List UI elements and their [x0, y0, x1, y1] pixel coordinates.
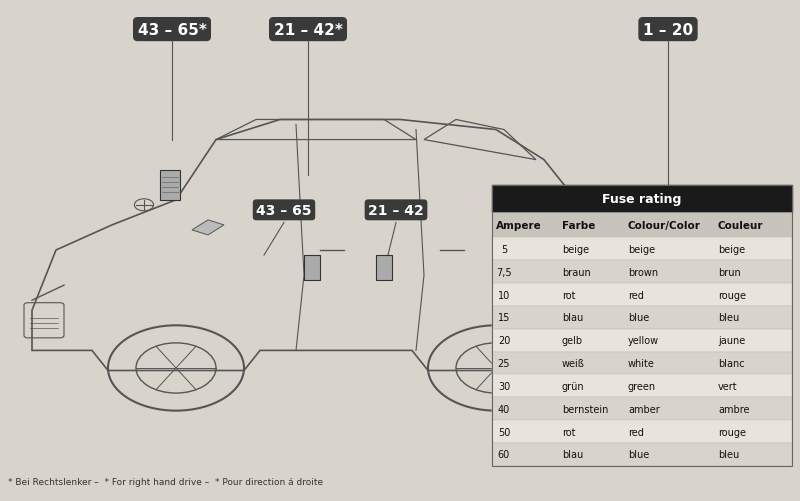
FancyBboxPatch shape [492, 398, 792, 420]
FancyBboxPatch shape [492, 238, 792, 261]
Text: blau: blau [562, 449, 583, 459]
Text: 10: 10 [498, 290, 510, 300]
Text: red: red [628, 290, 644, 300]
FancyBboxPatch shape [492, 329, 792, 352]
Text: rouge: rouge [718, 427, 746, 437]
Text: 1 – 20: 1 – 20 [643, 23, 693, 38]
Text: vert: vert [718, 381, 738, 391]
FancyBboxPatch shape [492, 306, 792, 329]
Text: red: red [628, 427, 644, 437]
Text: weiß: weiß [562, 358, 585, 368]
Text: * Bei Rechtslenker –  * For right hand drive –  * Pour direction á droite: * Bei Rechtslenker – * For right hand dr… [8, 477, 323, 486]
Text: blue: blue [628, 313, 650, 323]
Text: gelb: gelb [562, 336, 583, 346]
Text: beige: beige [718, 244, 745, 255]
FancyBboxPatch shape [492, 185, 792, 213]
FancyBboxPatch shape [492, 443, 792, 466]
Text: amber: amber [628, 404, 660, 414]
FancyBboxPatch shape [492, 375, 792, 398]
Text: 21 – 42*: 21 – 42* [274, 23, 342, 38]
Text: ambre: ambre [718, 404, 750, 414]
Text: brown: brown [628, 267, 658, 277]
Text: 30: 30 [498, 381, 510, 391]
Text: white: white [628, 358, 655, 368]
FancyBboxPatch shape [304, 256, 320, 281]
Text: Ampere: Ampere [496, 220, 542, 230]
Text: green: green [628, 381, 656, 391]
FancyBboxPatch shape [376, 256, 392, 281]
Text: 43 – 65: 43 – 65 [256, 203, 312, 217]
FancyBboxPatch shape [492, 213, 792, 238]
Text: Couleur: Couleur [718, 220, 763, 230]
Text: 7,5: 7,5 [496, 267, 512, 277]
Text: 40: 40 [498, 404, 510, 414]
Text: blue: blue [628, 449, 650, 459]
FancyBboxPatch shape [604, 250, 618, 311]
Text: 20: 20 [498, 336, 510, 346]
Text: 25: 25 [498, 358, 510, 368]
FancyBboxPatch shape [492, 352, 792, 375]
Text: Fuse rating: Fuse rating [602, 193, 682, 205]
Text: rot: rot [562, 290, 575, 300]
Text: 43 – 65*: 43 – 65* [138, 23, 206, 38]
Text: beige: beige [628, 244, 655, 255]
Text: bernstein: bernstein [562, 404, 608, 414]
Text: Colour/Color: Colour/Color [628, 220, 701, 230]
Text: grün: grün [562, 381, 585, 391]
Text: jaune: jaune [718, 336, 746, 346]
Text: rouge: rouge [718, 290, 746, 300]
Text: blanc: blanc [718, 358, 745, 368]
Text: beige: beige [562, 244, 589, 255]
Text: braun: braun [562, 267, 590, 277]
Text: bleu: bleu [718, 449, 739, 459]
Text: bleu: bleu [718, 313, 739, 323]
Text: rot: rot [562, 427, 575, 437]
Text: blau: blau [562, 313, 583, 323]
FancyBboxPatch shape [492, 420, 792, 443]
Text: yellow: yellow [628, 336, 659, 346]
Text: brun: brun [718, 267, 741, 277]
FancyBboxPatch shape [492, 261, 792, 284]
Text: Farbe: Farbe [562, 220, 595, 230]
Text: 5: 5 [501, 244, 507, 255]
Text: 21 – 42: 21 – 42 [368, 203, 424, 217]
Text: 15: 15 [498, 313, 510, 323]
Text: 60: 60 [498, 449, 510, 459]
FancyBboxPatch shape [160, 170, 180, 200]
FancyBboxPatch shape [492, 284, 792, 306]
Text: 50: 50 [498, 427, 510, 437]
Polygon shape [192, 220, 224, 235]
